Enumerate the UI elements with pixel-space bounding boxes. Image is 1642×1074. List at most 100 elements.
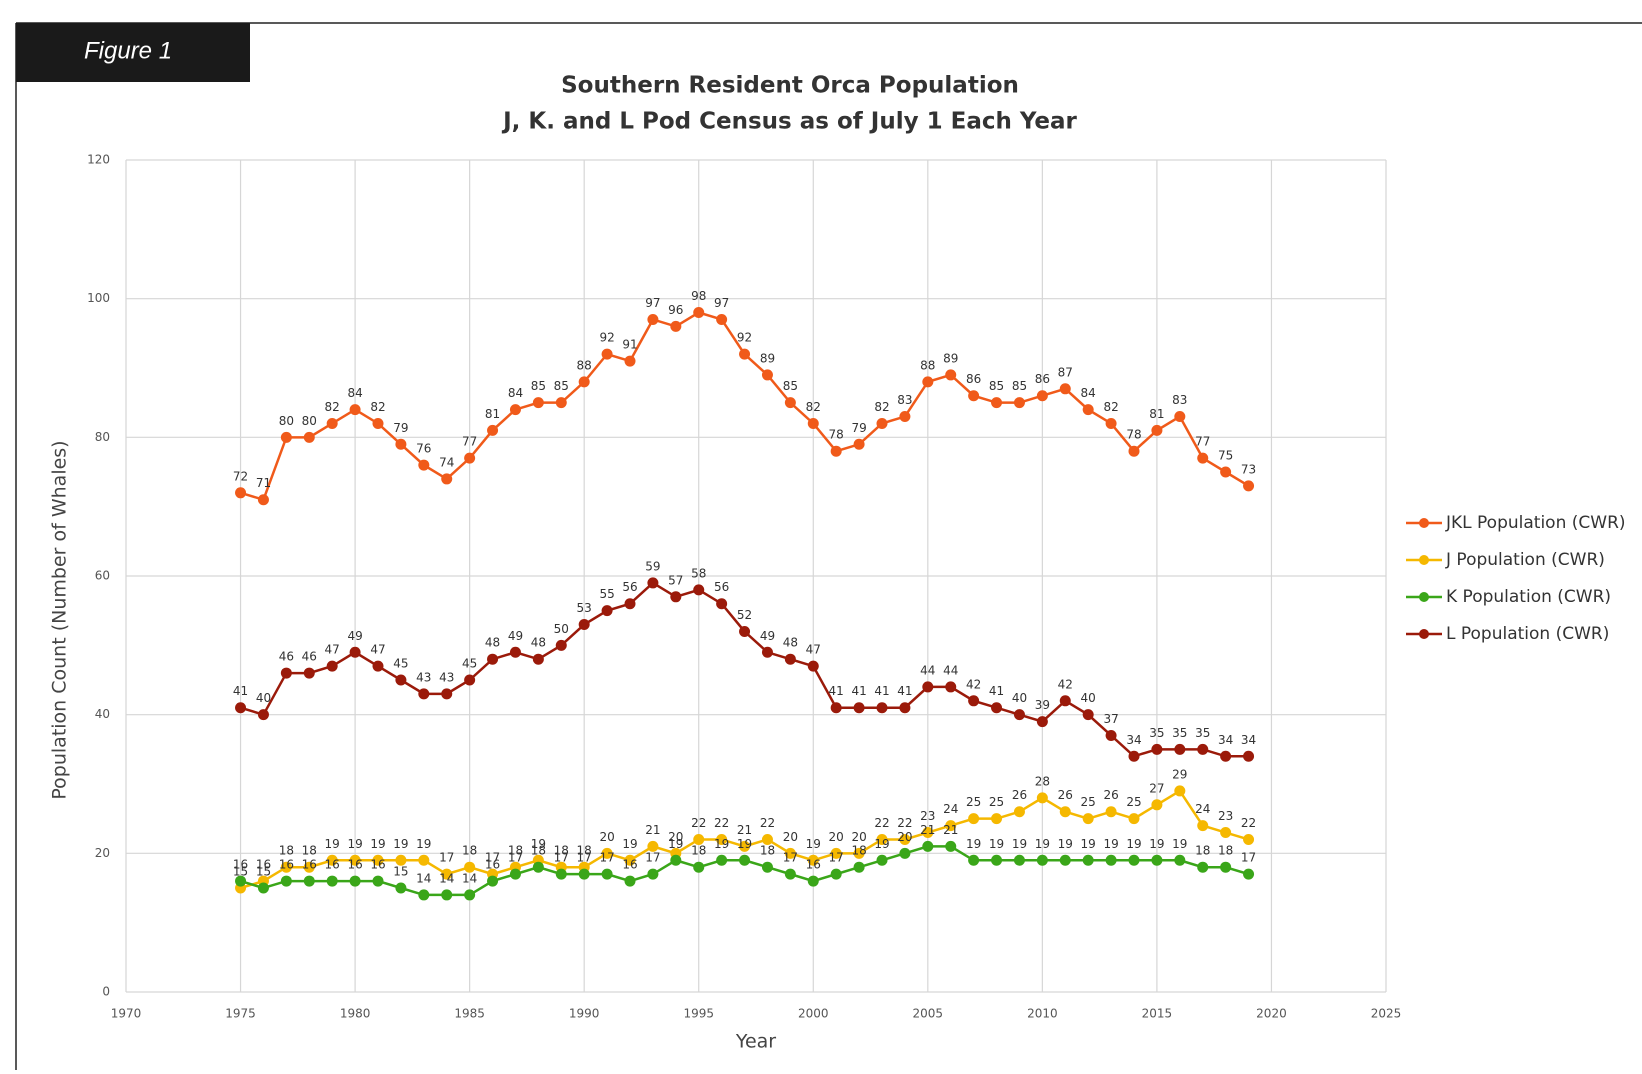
data-point [349, 854, 361, 866]
data-label: 25 [1081, 795, 1096, 809]
x-tick-label: 1985 [454, 1007, 485, 1021]
legend-marker [1419, 555, 1429, 565]
data-point [1151, 854, 1163, 866]
data-label: 47 [325, 643, 340, 657]
data-point [830, 445, 842, 457]
data-label: 74 [439, 455, 454, 469]
data-point [1220, 466, 1232, 478]
data-label: 45 [393, 657, 408, 671]
data-point [1174, 411, 1186, 423]
data-point [624, 598, 636, 610]
data-point [1197, 861, 1209, 873]
data-point [372, 660, 384, 672]
data-label: 28 [1035, 774, 1050, 788]
data-label: 44 [943, 663, 958, 677]
data-label: 49 [760, 629, 775, 643]
data-label: 89 [760, 351, 775, 365]
data-point [280, 667, 292, 679]
data-point [372, 854, 384, 866]
data-label: 20 [599, 830, 614, 844]
data-point [1197, 820, 1209, 832]
data-point [441, 473, 453, 485]
x-tick-label: 1970 [111, 1007, 142, 1021]
data-label: 19 [737, 837, 752, 851]
data-point [1036, 854, 1048, 866]
data-point [784, 868, 796, 880]
data-point [1082, 709, 1094, 721]
data-label: 18 [462, 844, 477, 858]
data-point [853, 702, 865, 714]
data-point [601, 868, 613, 880]
data-point [578, 619, 590, 631]
data-point [968, 695, 980, 707]
data-label: 26 [1012, 788, 1027, 802]
data-point [1013, 806, 1025, 818]
data-label: 57 [668, 573, 683, 587]
data-label: 20 [668, 830, 683, 844]
data-point [509, 404, 521, 416]
data-label: 43 [439, 670, 454, 684]
data-point [280, 861, 292, 873]
data-point [487, 653, 499, 665]
data-point [1036, 390, 1048, 402]
data-point [1174, 854, 1186, 866]
data-point [968, 854, 980, 866]
data-point [1151, 799, 1163, 811]
data-label: 42 [1058, 677, 1073, 691]
data-point [922, 840, 934, 852]
data-label: 77 [462, 435, 477, 449]
data-label: 58 [691, 566, 706, 580]
data-label: 20 [851, 830, 866, 844]
data-point [1059, 383, 1071, 395]
chart-title: Southern Resident Orca Population [561, 73, 1019, 99]
data-label: 16 [622, 858, 637, 872]
data-label: 22 [714, 816, 729, 830]
data-point [1128, 445, 1140, 457]
data-point [830, 868, 842, 880]
data-point [1036, 716, 1048, 728]
data-point [1243, 480, 1255, 492]
data-point [693, 833, 705, 845]
data-point [761, 369, 773, 381]
data-label: 83 [1172, 393, 1187, 407]
data-label: 17 [485, 851, 500, 865]
data-label: 52 [737, 608, 752, 622]
data-label: 22 [760, 816, 775, 830]
data-label: 34 [1126, 733, 1141, 747]
data-point [1243, 833, 1255, 845]
data-label: 46 [302, 650, 317, 664]
data-point [303, 667, 315, 679]
data-label: 35 [1195, 726, 1210, 740]
data-label: 17 [783, 851, 798, 865]
data-point [784, 847, 796, 859]
data-point [280, 431, 292, 443]
data-label: 14 [439, 871, 454, 885]
data-point [487, 424, 499, 436]
x-tick-label: 2010 [1027, 1007, 1058, 1021]
data-point [1197, 743, 1209, 755]
data-point [716, 598, 728, 610]
data-point [830, 847, 842, 859]
x-tick-label: 1995 [683, 1007, 714, 1021]
data-point [670, 320, 682, 332]
data-point [807, 417, 819, 429]
data-point [555, 868, 567, 880]
data-point [1151, 743, 1163, 755]
data-point [1036, 792, 1048, 804]
data-label: 84 [508, 386, 523, 400]
data-label: 80 [279, 414, 294, 428]
data-point [991, 813, 1003, 825]
data-label: 19 [325, 837, 340, 851]
data-label: 49 [508, 629, 523, 643]
data-label: 82 [370, 400, 385, 414]
data-label: 23 [1218, 809, 1233, 823]
data-point [349, 875, 361, 887]
chart-subtitle: J, K. and L Pod Census as of July 1 Each… [501, 109, 1077, 135]
data-label: 19 [370, 837, 385, 851]
data-label: 14 [416, 871, 431, 885]
data-label: 77 [1195, 435, 1210, 449]
data-label: 19 [1172, 837, 1187, 851]
data-label: 88 [577, 358, 592, 372]
data-label: 23 [920, 809, 935, 823]
